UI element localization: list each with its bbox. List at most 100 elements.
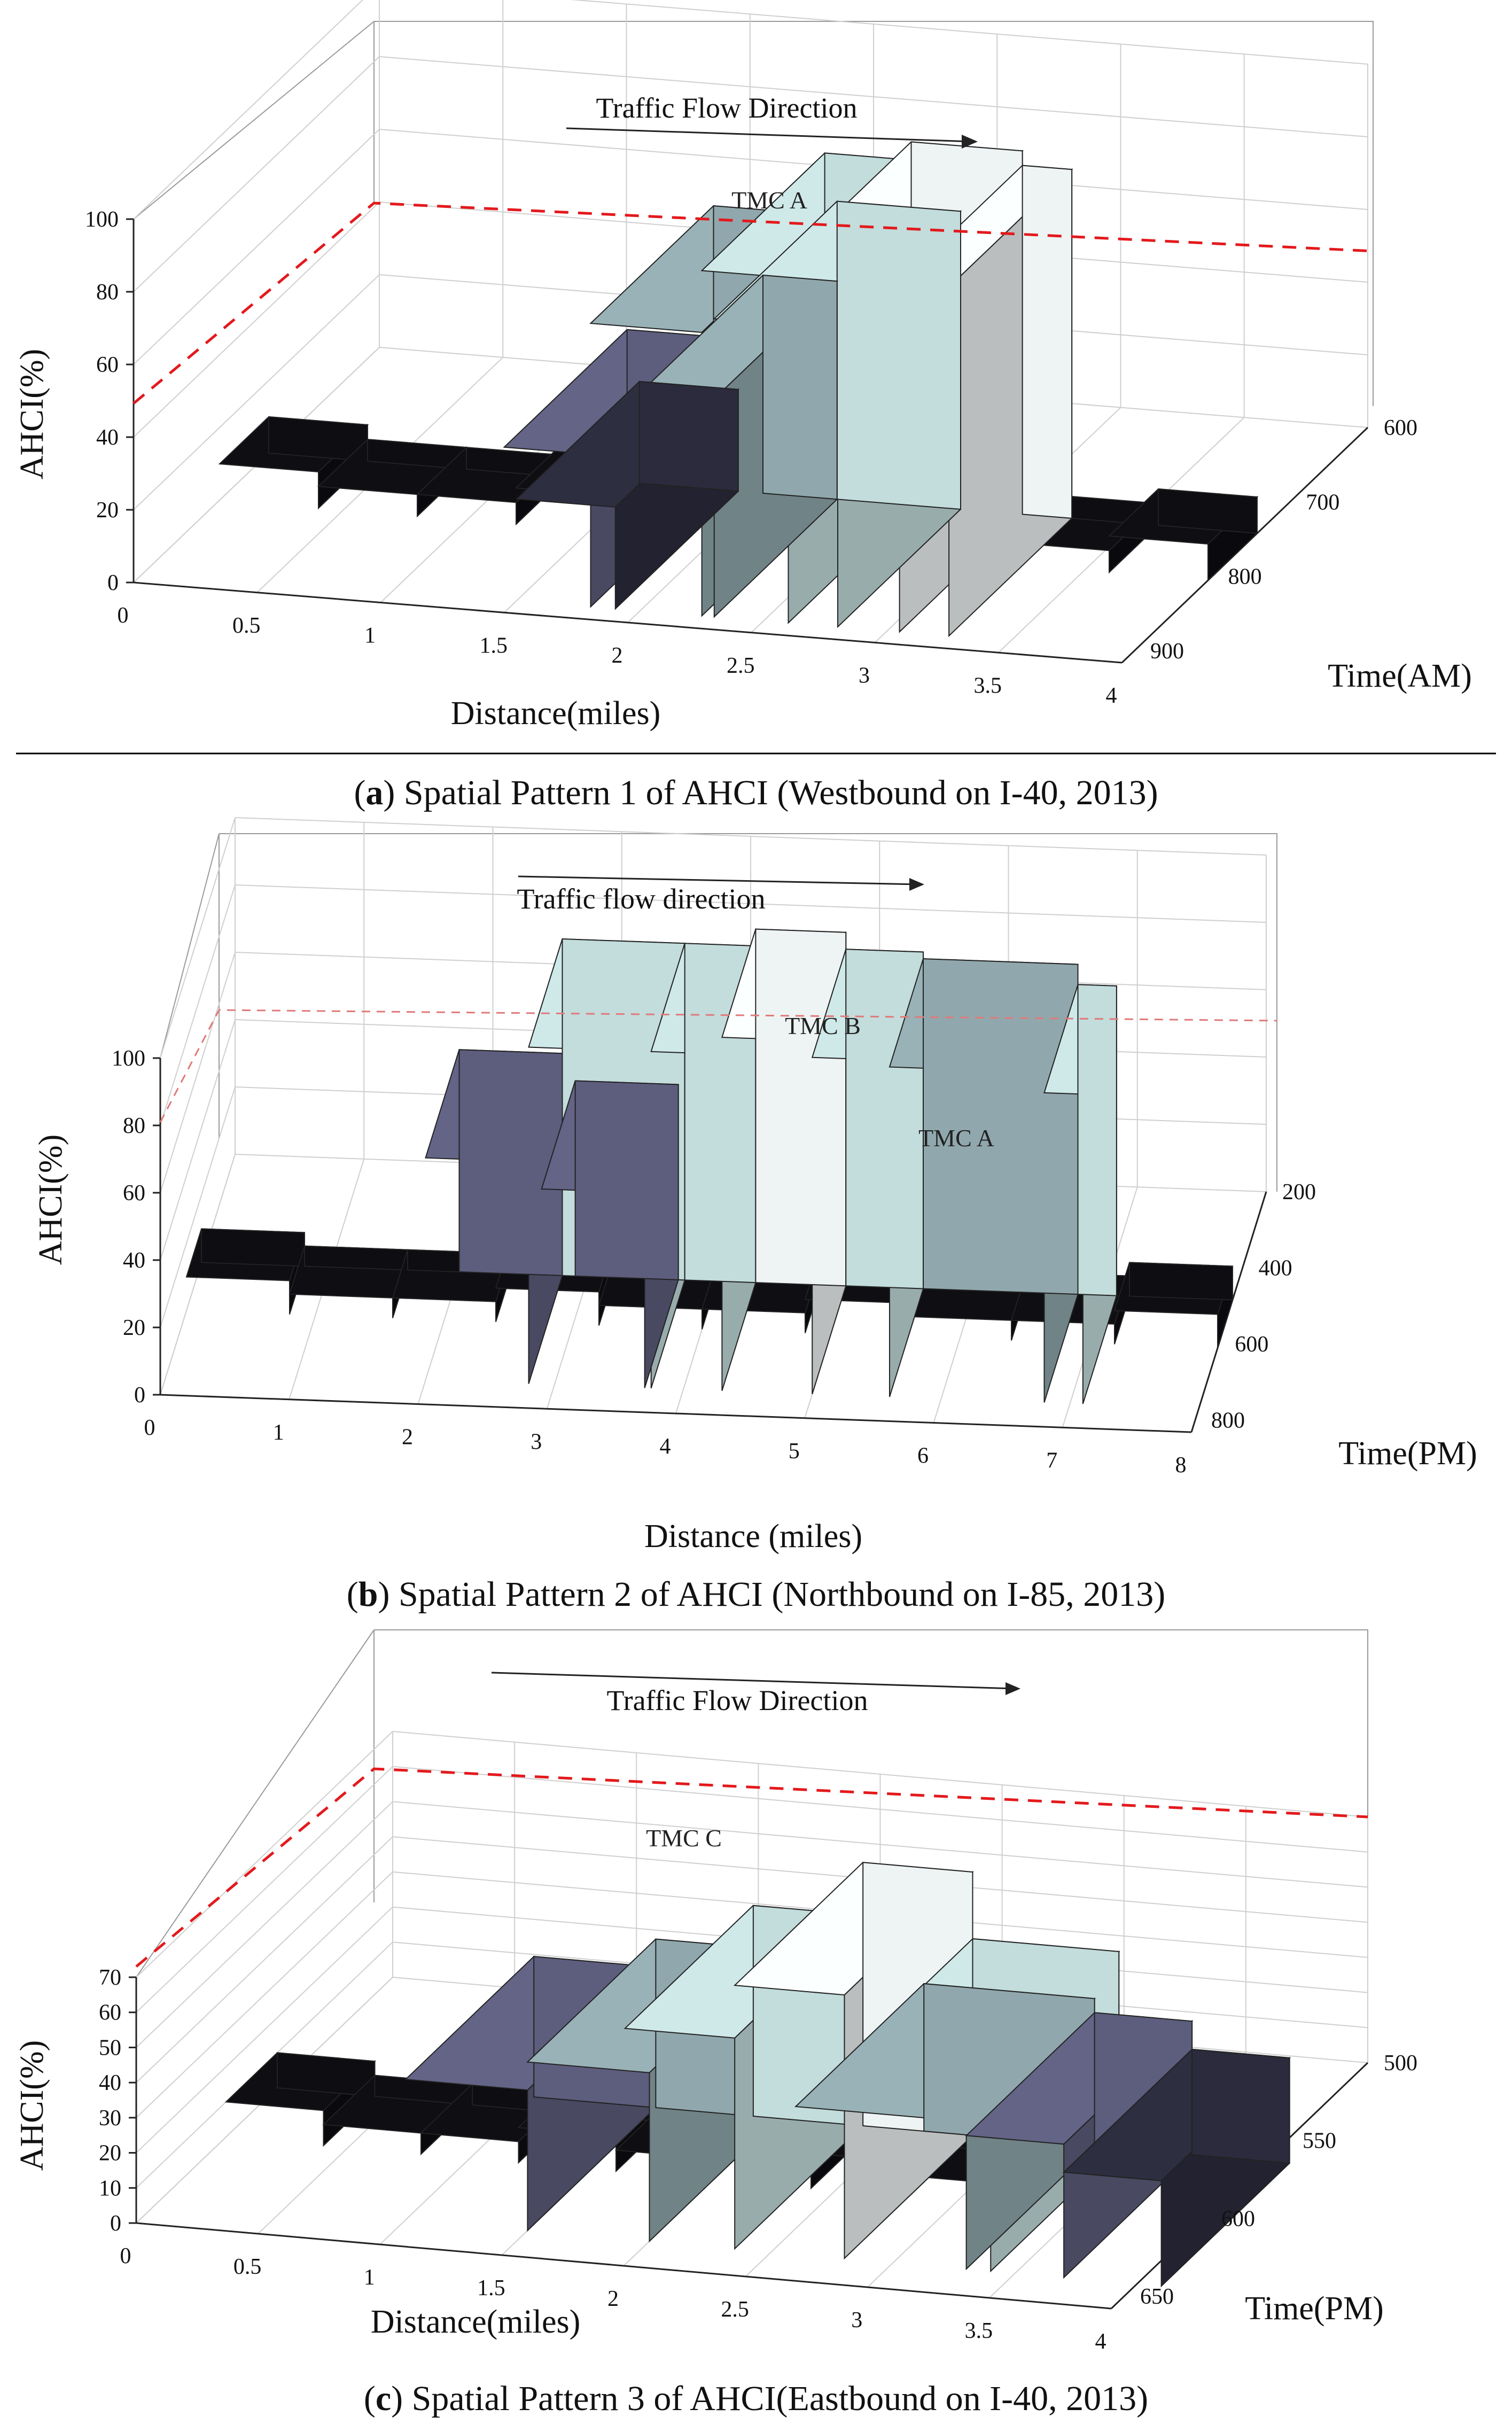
panel-a-box-top-left bbox=[133, 21, 375, 220]
panel-c-flow-arrow bbox=[491, 1672, 1016, 1690]
panel-b-caption-letter: b bbox=[358, 1575, 378, 1614]
panel-b-y-label: Time(PM) bbox=[1338, 1435, 1477, 1472]
y-tick-label: 800 bbox=[1211, 1409, 1245, 1433]
x-tick-label: 8 bbox=[1175, 1453, 1187, 1478]
panel-c-caption-letter: c bbox=[376, 2379, 391, 2418]
bar-b bbox=[541, 1080, 679, 1388]
panel-a-box-back bbox=[374, 21, 1374, 406]
panel-b-caption-text: Spatial Pattern 2 of AHCI (Northbound on… bbox=[399, 1575, 1165, 1614]
z-tick-label: 100 bbox=[112, 1046, 145, 1071]
x-tick-label: 1 bbox=[364, 624, 376, 648]
y-tick-label: 600 bbox=[1221, 2206, 1255, 2231]
z-tick-label: 80 bbox=[123, 1114, 145, 1138]
panel-b-flow-arrow bbox=[518, 875, 919, 885]
y-tick-label: 600 bbox=[1384, 416, 1417, 440]
panel-c-z-ticks: 0 10 20 30 40 50 60 70 bbox=[99, 1965, 136, 2236]
panel-b-arrow-head bbox=[909, 878, 924, 891]
z-tick-label: 40 bbox=[99, 2071, 121, 2095]
panel-b-tmc-a-label: TMC A bbox=[918, 1124, 994, 1152]
panel-c-bars bbox=[224, 1862, 1291, 2288]
bar-b bbox=[185, 1228, 306, 1315]
grid-line bbox=[136, 1801, 393, 2048]
y-tick-label: 500 bbox=[1384, 2051, 1417, 2076]
x-tick-label: 5 bbox=[789, 1439, 800, 1464]
x-tick-label: 0.5 bbox=[233, 2255, 262, 2279]
x-tick-label: 1.5 bbox=[477, 2276, 505, 2301]
bar-b bbox=[1113, 1262, 1234, 1348]
bar-front bbox=[277, 2052, 376, 2097]
z-tick-label: 80 bbox=[96, 280, 119, 305]
panel-b-x-axis bbox=[160, 1394, 1192, 1433]
z-tick-label: 60 bbox=[123, 1181, 145, 1206]
bar-c bbox=[1062, 2048, 1291, 2288]
bar-front bbox=[762, 274, 838, 500]
y-tick-label: 700 bbox=[1306, 490, 1339, 515]
panel-c-threshold-line bbox=[135, 1767, 1368, 1968]
x-tick-label: 4 bbox=[1106, 683, 1117, 708]
x-tick-label: 7 bbox=[1046, 1448, 1057, 1473]
grid-line bbox=[160, 884, 236, 1126]
y-tick-label: 400 bbox=[1259, 1256, 1292, 1281]
panel-c-flow-label: Traffic Flow Direction bbox=[607, 1684, 868, 1716]
panel-b-bars bbox=[185, 928, 1234, 1404]
bar-a bbox=[317, 439, 468, 518]
x-tick-label: 1 bbox=[273, 1420, 284, 1445]
panel-b-caption: (b) Spatial Pattern 2 of AHCI (Northboun… bbox=[347, 1575, 1166, 1614]
z-tick-label: 0 bbox=[134, 1383, 145, 1408]
panel-c-caption-text: Spatial Pattern 3 of AHCI(Eastbound on I… bbox=[412, 2379, 1148, 2418]
panel-a-y-ticks: 600 700 800 900 bbox=[1150, 416, 1417, 664]
panel-b-z-label: AHCI(%) bbox=[33, 1135, 69, 1265]
x-tick-label: 3 bbox=[859, 664, 870, 688]
x-tick-label: 2.5 bbox=[727, 654, 755, 678]
panel-c-box-top-left bbox=[136, 1629, 375, 1978]
x-tick-label: 2 bbox=[612, 643, 623, 668]
panel-c-arrow-head bbox=[1006, 1682, 1020, 1695]
bar-b bbox=[425, 1049, 563, 1384]
z-tick-label: 60 bbox=[99, 2001, 121, 2025]
x-tick-label: 0 bbox=[120, 2244, 131, 2268]
y-tick-label: 600 bbox=[1235, 1332, 1268, 1357]
bar-front bbox=[755, 928, 847, 1287]
z-tick-label: 40 bbox=[123, 1248, 145, 1273]
z-tick-label: 10 bbox=[99, 2176, 121, 2201]
x-tick-label: 2.5 bbox=[721, 2297, 749, 2322]
panel-a-z-ticks: 0 20 40 60 80 100 bbox=[85, 207, 134, 595]
panel-b-flow-label: Traffic flow direction bbox=[517, 883, 766, 915]
bar-c bbox=[224, 2052, 376, 2147]
grid-line bbox=[136, 1766, 393, 2013]
x-tick-label: 1 bbox=[364, 2265, 375, 2290]
panel-b-box-top-left bbox=[160, 833, 220, 1059]
x-tick-label: 3 bbox=[531, 1429, 542, 1454]
bar-front bbox=[1077, 984, 1117, 1296]
panel-a-arrow-head bbox=[962, 135, 978, 149]
panel-a-chart: Traffic Flow Direction TMC A 02040608010… bbox=[14, 0, 1472, 732]
panel-b-x-label: Distance (miles) bbox=[644, 1518, 862, 1555]
panel-a-z-label: AHCI(%) bbox=[14, 349, 50, 480]
bar-front bbox=[1191, 2048, 1290, 2164]
bar-front bbox=[1158, 488, 1258, 534]
grid-line bbox=[133, 56, 380, 292]
bar-front bbox=[1022, 165, 1073, 519]
grid-line bbox=[133, 201, 380, 438]
panel-a-flow-label: Traffic Flow Direction bbox=[596, 92, 858, 124]
bar-b bbox=[289, 1245, 409, 1318]
grid-line bbox=[160, 817, 236, 1059]
panel-a-flow-arrow bbox=[566, 127, 973, 143]
panel-a-x-axis bbox=[133, 581, 1123, 664]
y-tick-label: 900 bbox=[1150, 639, 1184, 664]
bar-front bbox=[304, 1245, 408, 1271]
grid-line bbox=[160, 1019, 236, 1261]
panel-b-x-ticks: 0 1 2 3 4 5 6 7 8 bbox=[144, 1416, 1187, 1478]
panel-b-box-back bbox=[219, 833, 1277, 1192]
panel-a-bars bbox=[218, 141, 1259, 638]
bar-b bbox=[721, 928, 847, 1395]
z-tick-label: 40 bbox=[96, 425, 119, 450]
grid-line bbox=[136, 1906, 393, 2154]
panel-c-z-label: AHCI(%) bbox=[14, 2040, 50, 2171]
panel-c-chart: Traffic Flow Direction TMC C 01020304050… bbox=[14, 1629, 1417, 2354]
z-tick-label: 100 bbox=[85, 207, 119, 232]
x-tick-label: 3.5 bbox=[965, 2319, 993, 2343]
x-tick-label: 0 bbox=[118, 603, 129, 628]
panel-c-x-label: Distance(miles) bbox=[371, 2304, 581, 2340]
panel-c-y-ticks: 500 550 600 650 bbox=[1140, 2051, 1417, 2309]
